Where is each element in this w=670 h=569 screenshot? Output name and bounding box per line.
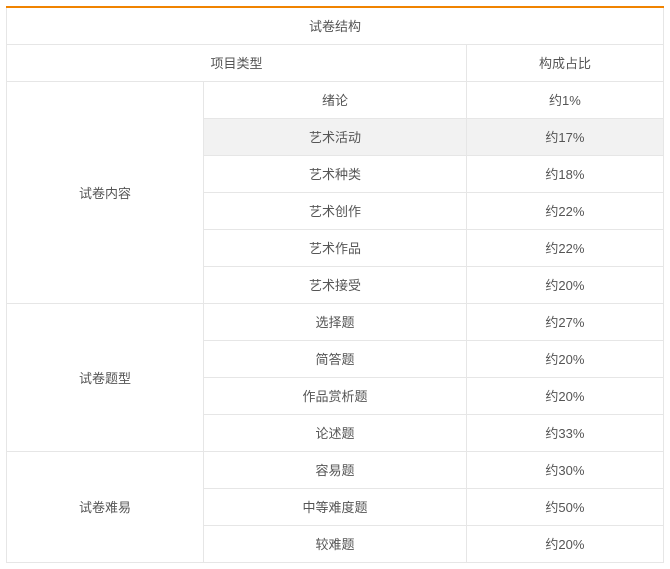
item-cell: 论述题 [204,414,467,451]
item-cell: 较难题 [204,525,467,562]
ratio-cell: 约22% [466,229,663,266]
ratio-cell: 约33% [466,414,663,451]
item-cell: 艺术活动 [204,118,467,155]
item-cell: 艺术接受 [204,266,467,303]
item-cell: 选择题 [204,303,467,340]
exam-structure-table: 试卷结构项目类型构成占比试卷内容绪论约1%艺术活动约17%艺术种类约18%艺术创… [6,6,664,563]
ratio-cell: 约18% [466,155,663,192]
ratio-cell: 约20% [466,525,663,562]
ratio-cell: 约1% [466,81,663,118]
item-cell: 艺术作品 [204,229,467,266]
item-cell: 容易题 [204,451,467,488]
item-cell: 艺术种类 [204,155,467,192]
header-item-type: 项目类型 [7,44,467,81]
ratio-cell: 约22% [466,192,663,229]
ratio-cell: 约50% [466,488,663,525]
item-cell: 作品赏析题 [204,377,467,414]
item-cell: 绪论 [204,81,467,118]
ratio-cell: 约20% [466,266,663,303]
item-cell: 中等难度题 [204,488,467,525]
section-name: 试卷难易 [7,451,204,562]
ratio-cell: 约27% [466,303,663,340]
ratio-cell: 约17% [466,118,663,155]
section-name: 试卷题型 [7,303,204,451]
ratio-cell: 约30% [466,451,663,488]
item-cell: 简答题 [204,340,467,377]
item-cell: 艺术创作 [204,192,467,229]
table-title: 试卷结构 [7,7,664,44]
section-name: 试卷内容 [7,81,204,303]
ratio-cell: 约20% [466,340,663,377]
ratio-cell: 约20% [466,377,663,414]
exam-structure-table-wrap: 试卷结构项目类型构成占比试卷内容绪论约1%艺术活动约17%艺术种类约18%艺术创… [0,0,670,569]
header-ratio: 构成占比 [466,44,663,81]
